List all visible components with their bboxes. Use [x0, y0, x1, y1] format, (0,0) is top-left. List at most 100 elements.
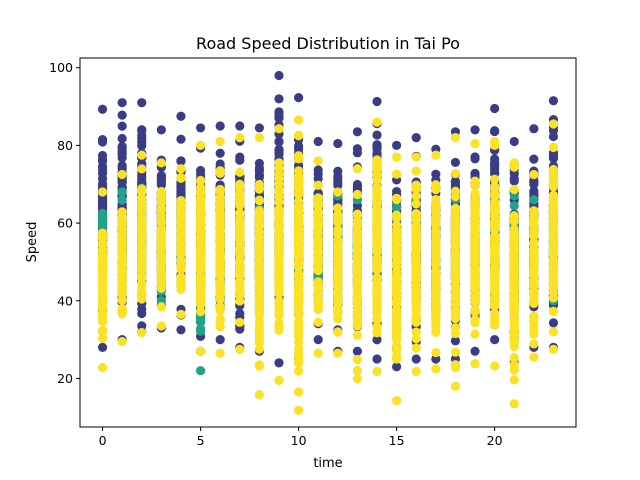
scatter-point [254, 195, 264, 206]
scatter-point [431, 347, 441, 358]
scatter-point [411, 327, 421, 337]
scatter-point [490, 335, 500, 345]
scatter-point [97, 137, 108, 147]
scatter-point [313, 255, 323, 265]
scatter-point [176, 188, 186, 198]
scatter-point [372, 234, 382, 244]
scatter-point [195, 256, 206, 266]
scatter-point [293, 171, 304, 182]
scatter-point [431, 220, 441, 230]
scatter-point [176, 195, 186, 206]
scatter-point [431, 150, 441, 160]
scatter-point [254, 259, 264, 269]
scatter-point [176, 156, 186, 166]
scatter-point [215, 283, 225, 293]
scatter-point [372, 335, 382, 345]
scatter-point [352, 267, 363, 278]
scatter-point [176, 260, 186, 270]
scatter-point [392, 233, 402, 243]
scatter-point [156, 280, 166, 290]
scatter-point [293, 93, 304, 103]
scatter-point [293, 366, 304, 376]
scatter-point [235, 187, 245, 197]
scatter-point [352, 236, 363, 246]
scatter-point [333, 235, 343, 245]
scatter-point [411, 133, 421, 143]
scatter-point [254, 211, 264, 221]
scatter-point [313, 299, 323, 309]
scatter-point [313, 317, 323, 327]
scatter-point [274, 124, 284, 134]
scatter-point [274, 70, 284, 81]
scatter-point [97, 286, 108, 296]
scatter-point [215, 148, 225, 158]
scatter-point [176, 134, 186, 144]
scatter-point [215, 222, 225, 232]
scatter-point [235, 243, 245, 254]
scatter-point [470, 154, 480, 164]
scatter-point [274, 234, 284, 244]
scatter-point [411, 343, 421, 353]
scatter-point [156, 225, 166, 236]
scatter-point [293, 130, 304, 140]
scatter-point [117, 305, 127, 315]
scatter-point [293, 276, 304, 287]
scatter-point [392, 279, 402, 290]
scatter-point [254, 304, 264, 314]
scatter-point [274, 263, 284, 274]
scatter-point [235, 121, 245, 131]
scatter-point [352, 164, 363, 174]
scatter-point [97, 257, 108, 268]
scatter-point [392, 245, 402, 255]
scatter-point [117, 273, 127, 283]
scatter-point [137, 321, 147, 331]
scatter-point [392, 333, 402, 343]
scatter-point [176, 172, 186, 183]
scatter-point [293, 337, 304, 347]
scatter-point [254, 184, 264, 194]
scatter-point [97, 333, 108, 343]
scatter-point [137, 196, 147, 206]
scatter-point [509, 136, 519, 147]
scatter-point [137, 212, 147, 222]
scatter-point [313, 287, 323, 297]
scatter-point [254, 236, 264, 246]
scatter-point [215, 313, 225, 324]
scatter-point [392, 186, 402, 197]
scatter-point [392, 193, 402, 203]
scatter-point [293, 357, 304, 367]
scatter-point [509, 176, 519, 186]
scatter-point [392, 259, 402, 269]
scatter-point [411, 306, 421, 316]
scatter-point [97, 229, 108, 239]
scatter-point [431, 229, 441, 239]
scatter-point [411, 152, 421, 162]
scatter-point [254, 243, 264, 254]
scatter-point [431, 364, 441, 374]
scatter-point [117, 160, 127, 171]
scatter-point [235, 133, 245, 143]
scatter-point [293, 220, 304, 230]
scatter-point [450, 347, 461, 357]
scatter-point [137, 137, 147, 147]
scatter-point [313, 165, 323, 175]
scatter-point [274, 197, 284, 207]
scatter-point [372, 174, 382, 185]
scatter-point [235, 324, 245, 334]
scatter-point [254, 293, 264, 304]
scatter-point [195, 216, 206, 226]
scatter-point [137, 130, 147, 141]
scatter-point [156, 232, 166, 243]
scatter-point [137, 308, 147, 319]
scatter-point [97, 362, 108, 373]
scatter-point [470, 346, 480, 356]
scatter-point [156, 158, 166, 168]
scatter-point [215, 248, 225, 258]
scatter-point [392, 318, 402, 328]
scatter-point [411, 199, 421, 209]
scatter-point [117, 264, 127, 274]
scatter-point [313, 236, 323, 247]
scatter-point [274, 217, 284, 227]
scatter-point [176, 111, 186, 121]
